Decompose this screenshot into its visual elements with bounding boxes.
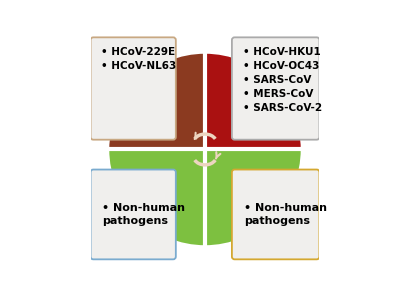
Text: • Non-human
pathogens: • Non-human pathogens	[244, 203, 327, 226]
Text: β-
coronavirus: β- coronavirus	[234, 101, 312, 129]
FancyBboxPatch shape	[90, 37, 176, 140]
Text: γ-
coronavirus: γ- coronavirus	[234, 174, 312, 202]
Text: • Non-human
pathogens: • Non-human pathogens	[102, 203, 186, 226]
Wedge shape	[205, 149, 301, 245]
Wedge shape	[109, 54, 205, 149]
Text: • HCoV-229E
• HCoV-NL63: • HCoV-229E • HCoV-NL63	[101, 47, 176, 71]
FancyBboxPatch shape	[90, 170, 176, 259]
Text: • HCoV-HKU1
• HCoV-OC43
• SARS-CoV
• MERS-CoV
• SARS-CoV-2: • HCoV-HKU1 • HCoV-OC43 • SARS-CoV • MER…	[243, 47, 322, 113]
FancyBboxPatch shape	[232, 37, 320, 140]
Text: δ-
coronavirus: δ- coronavirus	[98, 174, 176, 202]
Wedge shape	[109, 149, 205, 245]
Wedge shape	[205, 54, 301, 149]
Text: α-
coronavirus: α- coronavirus	[98, 101, 176, 129]
FancyBboxPatch shape	[232, 170, 320, 259]
